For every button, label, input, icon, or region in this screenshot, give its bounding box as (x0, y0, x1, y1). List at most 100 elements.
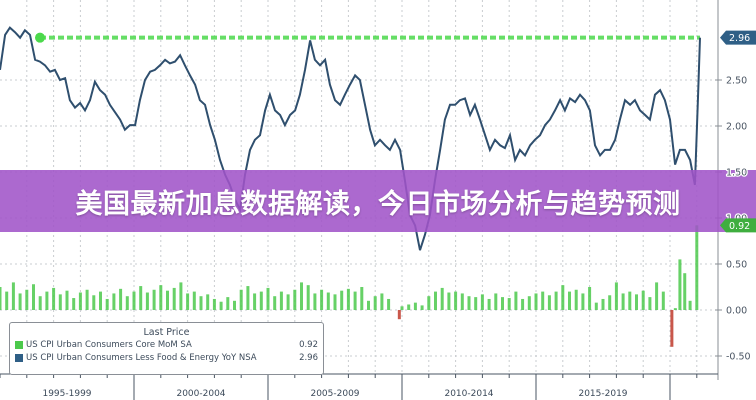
bar (673, 308, 677, 310)
bar (487, 298, 491, 310)
bar (273, 296, 277, 310)
legend-title: Last Price (143, 327, 190, 338)
bar (25, 289, 29, 310)
bar (547, 295, 551, 310)
bar (112, 293, 116, 310)
title-banner: 美国最新加息数据解读，今日市场分析与趋势预测 (0, 170, 756, 232)
bar (320, 289, 324, 310)
bar (507, 298, 511, 310)
bar (259, 291, 263, 310)
bar (0, 287, 2, 310)
bar (588, 287, 592, 310)
bar (397, 310, 401, 320)
legend-series-name: US CPI Urban Consumers Less Food & Energ… (26, 352, 257, 363)
bar (373, 296, 377, 310)
bar (407, 304, 411, 310)
bar (514, 291, 518, 310)
bar (239, 289, 243, 310)
bar (166, 290, 169, 310)
legend-series-value: 0.92 (299, 339, 318, 350)
bar (360, 287, 364, 310)
bar (534, 293, 538, 310)
x-tick-label: 2010-2014 (444, 389, 493, 399)
bar (454, 291, 458, 310)
bar (306, 285, 310, 310)
bar (474, 297, 478, 310)
bar (92, 295, 96, 310)
bar (683, 273, 687, 310)
bar (105, 298, 109, 310)
bar (52, 287, 56, 310)
bar (18, 293, 22, 310)
bar (568, 291, 571, 310)
bar (447, 292, 451, 310)
bar (367, 300, 370, 310)
bar (293, 289, 297, 310)
bar (159, 285, 163, 310)
x-tick-label: 1995-1999 (42, 389, 91, 399)
bar (286, 294, 290, 310)
line-series-core-yoy (0, 26, 701, 251)
bar (246, 286, 250, 310)
x-axis-labels: 1995-1999 2000-2004 2005-2009 2010-2014 … (42, 389, 627, 399)
bar (253, 293, 257, 310)
bar (561, 285, 565, 310)
bar (527, 296, 531, 310)
bar (32, 284, 35, 310)
bar (45, 291, 49, 310)
bar (655, 282, 659, 310)
bar (501, 297, 504, 310)
bar (427, 296, 431, 310)
bar (635, 294, 638, 310)
bar (340, 290, 344, 310)
x-tick-label: 2015-2019 (578, 389, 627, 399)
bar (413, 302, 417, 310)
bar (480, 294, 484, 310)
bar (266, 287, 270, 310)
bar (313, 293, 317, 310)
bar-series-core-mom (0, 225, 699, 347)
bar (300, 282, 303, 310)
bar (152, 289, 156, 310)
bar (380, 293, 384, 310)
bar (594, 302, 598, 310)
bar (186, 293, 190, 310)
bar (212, 298, 216, 310)
bar (139, 286, 143, 310)
bar (346, 288, 350, 310)
bar (387, 298, 391, 310)
bar (172, 287, 176, 310)
bar (601, 298, 605, 310)
bar (206, 294, 210, 310)
bar (145, 292, 149, 310)
bar (621, 293, 625, 310)
bar (521, 298, 525, 310)
legend-series-value: 2.96 (299, 352, 318, 363)
bar (400, 306, 404, 310)
bar (678, 259, 682, 310)
bar (226, 297, 230, 310)
bar (420, 305, 424, 310)
bar (434, 291, 437, 310)
bar (688, 300, 692, 310)
bar (440, 287, 444, 310)
last-price-marker (35, 32, 45, 43)
legend: Last Price US CPI Urban Consumers Core M… (9, 322, 324, 375)
bar (219, 301, 223, 310)
legend-series-name: US CPI Urban Consumers Core MoM SA (26, 339, 192, 350)
bar (670, 310, 674, 347)
bar (648, 297, 652, 310)
bar (119, 288, 123, 310)
bar (641, 290, 645, 310)
legend-item-core-yoy: US CPI Urban Consumers Less Food & Energ… (10, 351, 323, 364)
bar (333, 294, 337, 310)
banner-title: 美国最新加息数据解读，今日市场分析与趋势预测 (75, 188, 681, 220)
bar (494, 293, 498, 310)
bar (608, 295, 612, 310)
bar (628, 291, 632, 310)
bar (85, 289, 89, 310)
bar (192, 291, 196, 310)
bar (179, 282, 183, 310)
bar (132, 291, 136, 310)
bar (11, 282, 15, 310)
